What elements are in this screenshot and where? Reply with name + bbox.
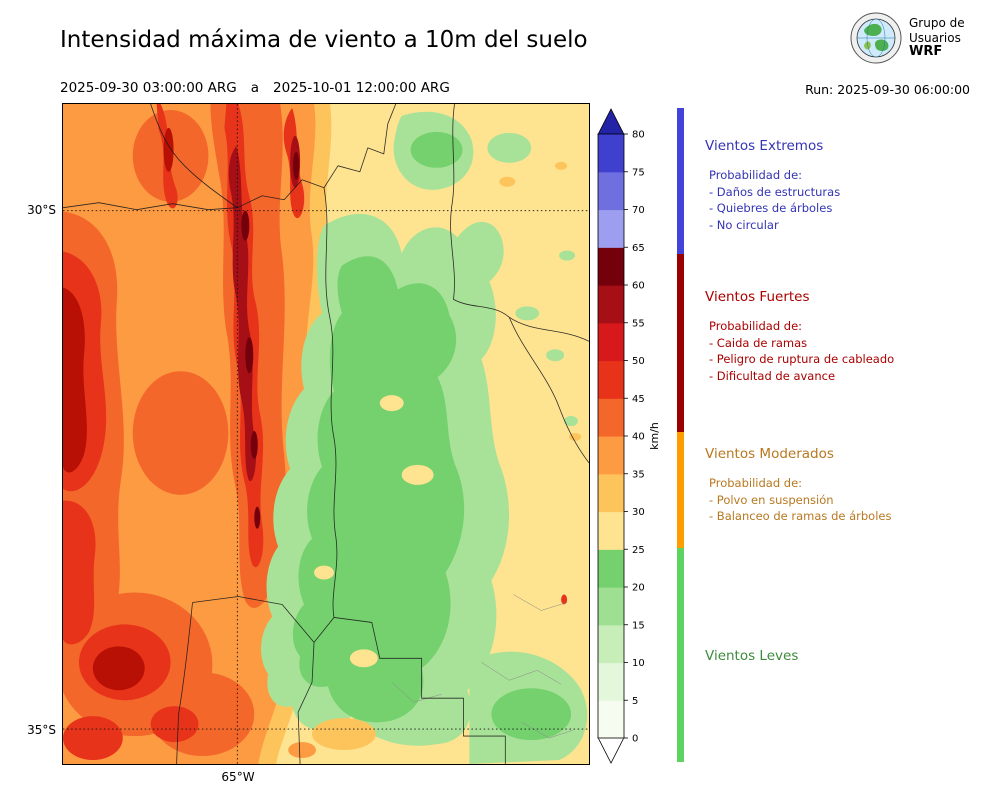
- colorbar-tick-label: 30: [632, 507, 645, 518]
- colorbar-unit-label: km/h: [648, 422, 661, 450]
- colorbar-tick-label: 45: [632, 394, 645, 405]
- legend-item: - No circular: [709, 217, 779, 232]
- legend-title-fuertes: Vientos Fuertes: [705, 289, 810, 305]
- legend-title-leves: Vientos Leves: [705, 648, 799, 664]
- colorbar-segment: [598, 360, 624, 399]
- colorbar-tick-label: 50: [632, 356, 645, 367]
- colorbar-tick-label: 80: [632, 130, 645, 141]
- lat-label-35s: 35°S: [27, 723, 56, 737]
- colorbar-segment: [598, 134, 624, 173]
- legend-item: - Balanceo de ramas de árboles: [709, 509, 892, 523]
- legend-item: - Polvo en suspensión: [709, 492, 834, 507]
- colorbar-tick-label: 20: [632, 583, 645, 594]
- colorbar-segment: [598, 171, 624, 211]
- colorbar-segment: [598, 624, 624, 664]
- legend-item: - Dificultad de avance: [709, 368, 836, 383]
- colorbar-segment: [598, 398, 624, 437]
- colorbar-segment: [598, 587, 624, 626]
- legend-section-3: Vientos Leves: [705, 648, 995, 664]
- map-raster: [63, 104, 589, 764]
- colorbar-segment: [598, 247, 624, 286]
- legend-item: - Quiebres de árboles: [709, 201, 833, 215]
- lon-label-65w: 65°W: [221, 770, 255, 784]
- colorbar-segment: [598, 285, 624, 324]
- colorbar-over-arrow: [597, 108, 625, 135]
- colorbar-segment: [598, 549, 624, 588]
- legend-probability-label: Probabilidad de:: [709, 168, 803, 182]
- period-end: 2025-10-01 12:00:00 ARG: [273, 80, 450, 96]
- colorbar-tick-label: 40: [632, 432, 645, 443]
- legend-probability-label: Probabilidad de:: [709, 476, 803, 490]
- page-title: Intensidad máxima de viento a 10m del su…: [60, 27, 588, 53]
- colorbar-segment: [598, 209, 624, 248]
- legend-title-extremos: Vientos Extremos: [705, 138, 824, 154]
- legend-section-1: Vientos Fuertes Probabilidad de: - Caida…: [705, 289, 995, 384]
- legend-title-moderados: Vientos Moderados: [705, 446, 834, 462]
- legend-section-0: Vientos Extremos Probabilidad de: - Daño…: [705, 138, 995, 233]
- colorbar-segment: [598, 473, 624, 513]
- legend-item: - Daños de estructuras: [709, 184, 841, 199]
- legend-bar-0: [677, 108, 684, 254]
- colorbar-tick-label: 25: [632, 545, 645, 556]
- colorbar-tick-label: 35: [632, 469, 645, 480]
- logo-text-line2: Usuarios: [909, 30, 961, 45]
- legend-probability-label: Probabilidad de:: [709, 319, 803, 333]
- colorbar-tick-label: 10: [632, 658, 645, 669]
- province-borders: [63, 104, 589, 764]
- logo-text-line3: WRF: [909, 44, 943, 60]
- colorbar-tick-label: 65: [632, 243, 645, 254]
- period-start: 2025-09-30 03:00:00 ARG: [60, 80, 237, 96]
- lat-label-30s: 30°S: [27, 203, 56, 217]
- legend-bar-3: [677, 548, 684, 762]
- colorbar-tick-label: 75: [632, 167, 645, 178]
- colorbar-tick-label: 0: [632, 734, 638, 745]
- legend-section-2: Vientos Moderados Probabilidad de: - Pol…: [705, 446, 995, 525]
- colorbar-segment: [598, 511, 624, 550]
- logo-text-line1: Grupo de: [909, 16, 965, 31]
- legend-bar-1: [677, 254, 684, 432]
- legend-item: - Peligro de ruptura de cableado: [709, 352, 895, 366]
- legend-bar-2: [677, 432, 684, 548]
- colorbar-segment: [598, 662, 624, 701]
- colorbar-segment: [598, 700, 624, 739]
- colorbar-tick-label: 55: [632, 318, 645, 329]
- legend-item: - Caida de ramas: [709, 335, 808, 350]
- forecast-period: 2025-09-30 03:00:00 ARG a 2025-10-01 12:00…: [60, 80, 450, 96]
- run-label: Run: 2025-09-30 06:00:00: [805, 82, 970, 97]
- department-borders: [391, 594, 574, 739]
- colorbar-tick-label: 70: [632, 205, 645, 216]
- colorbar-under-arrow: [597, 737, 625, 764]
- colorbar: 0 5 10 15 20 25 30 35 40 45 50 55 60 65 70 75 80 km/h: [597, 108, 661, 764]
- colorbar-tick-label: 15: [632, 620, 645, 631]
- colorbar-segment: [598, 436, 624, 475]
- graticule-lines: [63, 104, 589, 764]
- wrf-logo: Grupo de Usuarios WRF: [850, 12, 965, 64]
- colorbar-tick-label: 60: [632, 281, 645, 292]
- wind-intensity-map: [62, 103, 590, 765]
- globe-icon: [850, 12, 902, 64]
- period-separator: a: [250, 80, 260, 96]
- colorbar-tick-label: 5: [632, 696, 638, 707]
- colorbar-segment: [598, 322, 624, 362]
